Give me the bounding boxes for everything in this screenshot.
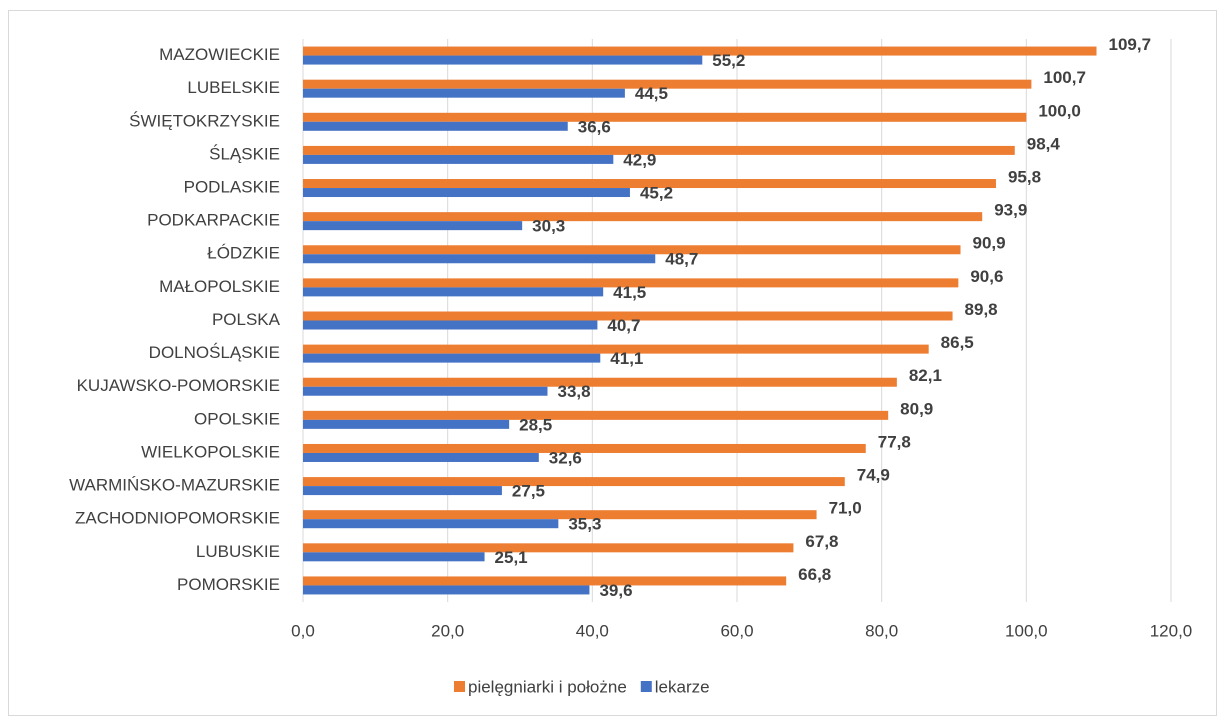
bar xyxy=(303,311,953,321)
value-label: 35,3 xyxy=(568,515,601,534)
value-label: 27,5 xyxy=(512,482,545,501)
value-label: 44,5 xyxy=(635,84,668,103)
bar xyxy=(303,486,502,496)
value-label: 100,7 xyxy=(1043,68,1086,87)
bar xyxy=(303,278,959,288)
bar xyxy=(303,112,1027,122)
y-tick-label: POLSKA xyxy=(212,310,281,329)
value-label: 80,9 xyxy=(900,399,933,418)
value-label: 109,7 xyxy=(1108,35,1151,54)
bar xyxy=(303,443,866,453)
y-tick-label: PODLASKIE xyxy=(184,178,280,197)
bar xyxy=(303,543,794,553)
y-tick-label: ZACHODNIOPOMORSKIE xyxy=(75,509,280,528)
bar xyxy=(303,221,523,231)
bar xyxy=(303,55,703,65)
value-label: 25,1 xyxy=(495,548,528,567)
bar xyxy=(303,121,568,131)
x-tick-label: 60,0 xyxy=(720,621,753,640)
y-tick-label: ŁÓDZKIE xyxy=(207,244,280,263)
value-label: 32,6 xyxy=(549,448,582,467)
value-label: 45,2 xyxy=(640,184,673,203)
value-label: 66,8 xyxy=(798,565,831,584)
y-tick-label: LUBELSKIE xyxy=(187,78,280,97)
value-label: 48,7 xyxy=(665,250,698,269)
legend-label: lekarze xyxy=(655,677,710,696)
value-label: 42,9 xyxy=(623,150,656,169)
bar xyxy=(303,585,590,595)
value-label: 67,8 xyxy=(805,532,838,551)
y-tick-label: MAZOWIECKIE xyxy=(159,45,280,64)
y-tick-label: POMORSKIE xyxy=(177,575,280,594)
value-label: 89,8 xyxy=(965,300,998,319)
value-label: 98,4 xyxy=(1027,134,1061,153)
legend-swatch xyxy=(640,681,652,692)
value-label: 40,7 xyxy=(607,316,640,335)
bar xyxy=(303,377,897,387)
x-tick-label: 80,0 xyxy=(865,621,898,640)
value-label: 30,3 xyxy=(532,217,565,236)
bar xyxy=(303,410,889,420)
y-tick-label: KUJAWSKO-POMORSKIE xyxy=(77,376,280,395)
y-tick-label: ŚLĄSKIE xyxy=(209,144,280,163)
value-label: 77,8 xyxy=(878,432,911,451)
bar xyxy=(303,188,630,198)
bar xyxy=(303,519,559,529)
value-label: 82,1 xyxy=(909,366,942,385)
y-tick-label: ŚWIĘTOKRZYSKIE xyxy=(129,111,280,130)
bar xyxy=(303,245,961,255)
bar xyxy=(303,287,604,297)
value-label: 71,0 xyxy=(829,499,862,518)
y-tick-label: WARMIŃSKO-MAZURSKIE xyxy=(69,476,280,495)
value-label: 55,2 xyxy=(712,51,745,70)
y-tick-label: MAŁOPOLSKIE xyxy=(159,277,280,296)
y-tick-label: DOLNOŚLĄSKIE xyxy=(149,343,280,362)
value-label: 93,9 xyxy=(994,201,1027,220)
bar xyxy=(303,145,1015,155)
y-tick-label: PODKARPACKIE xyxy=(147,211,280,230)
y-tick-label: WIELKOPOLSKIE xyxy=(141,442,280,461)
bar xyxy=(303,79,1032,89)
value-label: 90,9 xyxy=(973,234,1006,253)
bar xyxy=(303,576,787,586)
bar xyxy=(303,46,1097,56)
value-label: 36,6 xyxy=(578,117,611,136)
bar xyxy=(303,154,614,164)
bar xyxy=(303,212,983,222)
bar xyxy=(303,179,996,189)
bar xyxy=(303,419,510,429)
legend-label: pielęgniarki i położne xyxy=(468,677,627,696)
bar xyxy=(303,510,817,520)
value-label: 41,5 xyxy=(613,283,646,302)
bar xyxy=(303,386,548,396)
legend-swatch xyxy=(454,681,465,692)
bar xyxy=(303,320,598,330)
bar xyxy=(303,254,656,264)
value-label: 74,9 xyxy=(857,466,890,485)
x-tick-label: 40,0 xyxy=(576,621,609,640)
bar xyxy=(303,452,539,462)
y-tick-label: OPOLSKIE xyxy=(194,409,280,428)
x-tick-label: 20,0 xyxy=(431,621,464,640)
value-label: 86,5 xyxy=(941,333,974,352)
value-label: 33,8 xyxy=(557,382,590,401)
chart-border xyxy=(8,10,1217,716)
bar xyxy=(303,477,845,487)
x-tick-label: 0,0 xyxy=(291,621,315,640)
bar xyxy=(303,88,625,98)
value-label: 28,5 xyxy=(519,415,552,434)
value-label: 95,8 xyxy=(1008,168,1041,187)
x-tick-label: 100,0 xyxy=(1005,621,1048,640)
value-label: 39,6 xyxy=(599,581,632,600)
bar xyxy=(303,344,929,354)
value-label: 41,1 xyxy=(610,349,643,368)
value-label: 90,6 xyxy=(970,267,1003,286)
value-label: 100,0 xyxy=(1038,101,1081,120)
bar xyxy=(303,353,601,363)
x-tick-label: 120,0 xyxy=(1150,621,1193,640)
y-tick-label: LUBUSKIE xyxy=(196,542,280,561)
bar xyxy=(303,552,485,562)
